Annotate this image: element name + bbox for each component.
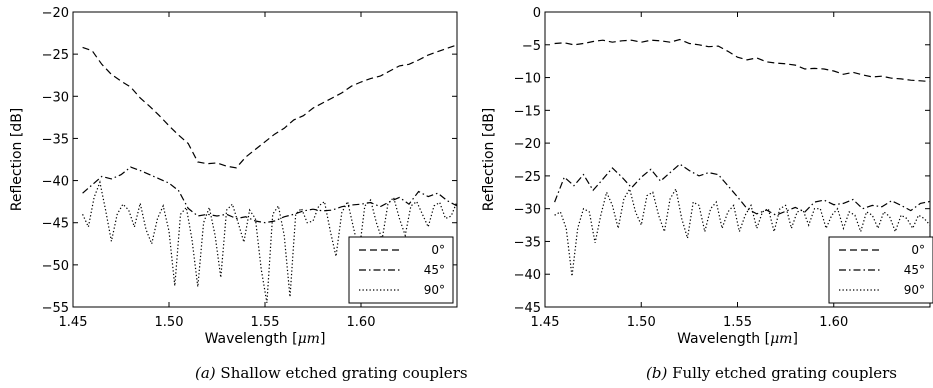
- legend-label: 45°: [424, 263, 445, 277]
- series-line-dashdot: [554, 163, 930, 216]
- x-tick-label: 1.45: [59, 315, 88, 330]
- y-tick-label: −45: [514, 301, 541, 316]
- series-line-dashdot: [82, 166, 457, 224]
- figure-caption: (a) Shallow etched grating couplers: [195, 364, 468, 382]
- series-line-dotted: [82, 180, 457, 303]
- x-axis-label: Wavelength [μm]: [205, 331, 326, 347]
- y-tick-label: −30: [514, 203, 541, 218]
- y-tick-label: −40: [42, 175, 69, 190]
- y-tick-label: 0: [533, 6, 541, 21]
- legend-label: 45°: [904, 263, 925, 277]
- x-tick-label: 1.60: [819, 315, 848, 330]
- legend-label: 90°: [424, 283, 445, 297]
- y-tick-label: −15: [514, 104, 541, 119]
- x-tick-label: 1.50: [627, 315, 656, 330]
- legend-label: 0°: [431, 243, 445, 257]
- legend-label: 90°: [904, 283, 925, 297]
- y-tick-label: −20: [514, 137, 541, 152]
- y-tick-label: −25: [514, 170, 541, 185]
- y-tick-label: −35: [514, 235, 541, 250]
- series-line-dashed: [82, 44, 457, 169]
- legend-box: [828, 236, 933, 304]
- y-axis-label: Reflection [dB]: [481, 108, 497, 212]
- legend: 0° 45° 90°: [828, 236, 933, 304]
- x-tick-label: 1.60: [347, 315, 376, 330]
- y-tick-label: −25: [42, 48, 69, 63]
- legend-label: 0°: [911, 243, 925, 257]
- x-tick-label: 1.50: [155, 315, 184, 330]
- y-tick-label: −40: [514, 268, 541, 283]
- y-tick-label: −10: [514, 72, 541, 87]
- chart-panel-b: −45 −40 −35 −30 −25 −20 −15 −10 −5 0 1.45 1.50 1.55 1…: [481, 6, 933, 382]
- series-line-dashed: [554, 38, 930, 83]
- y-tick-label: −55: [42, 301, 69, 316]
- x-axis-label: Wavelength [μm]: [677, 331, 798, 347]
- y-tick-label: −20: [42, 6, 69, 21]
- y-tick-label: −5: [522, 39, 541, 54]
- figure-caption: (b) Fully etched grating couplers: [646, 364, 897, 382]
- x-tick-label: 1.45: [531, 315, 560, 330]
- chart-panel-a: −55 −50 −45 −40 −35 −30 −25 −20 1.45 1.50 1.55 1.60…: [9, 6, 468, 382]
- series-line-dotted: [554, 187, 930, 277]
- y-tick-label: −30: [42, 90, 69, 105]
- x-tick-label: 1.55: [251, 315, 280, 330]
- y-tick-label: −50: [42, 259, 69, 274]
- y-tick-label: −45: [42, 217, 69, 232]
- legend-box: [348, 236, 454, 304]
- y-tick-label: −35: [42, 132, 69, 147]
- y-axis-label: Reflection [dB]: [9, 108, 25, 212]
- x-tick-label: 1.55: [723, 315, 752, 330]
- legend: 0° 45° 90°: [348, 236, 454, 304]
